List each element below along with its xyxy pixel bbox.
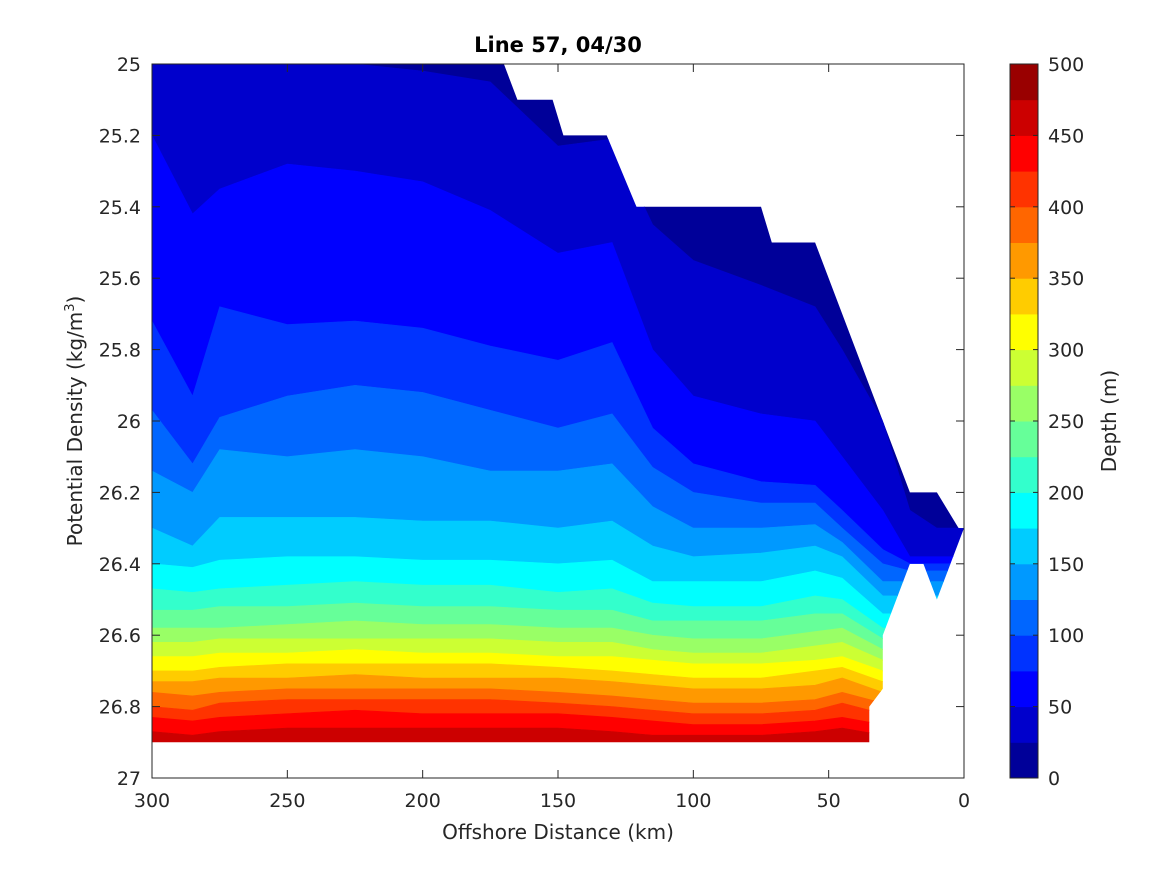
y-axis-ticks: 25 25.2 25.4 25.6 25.8 26 26.2 26.4 26.6 26.8 27: [99, 54, 964, 790]
colorbar-tick-label: 450: [1048, 125, 1084, 147]
x-tick-label: 300: [134, 790, 170, 812]
colorbar-segment: [1010, 528, 1038, 565]
colorbar-segment: [1010, 349, 1038, 386]
colorbar-segment: [1010, 135, 1038, 172]
y-tick-label: 25.2: [99, 125, 141, 147]
colorbar-segment: [1010, 670, 1038, 708]
colorbar-segment: [1010, 99, 1038, 136]
y-tick-label: 25.4: [99, 197, 141, 219]
x-tick-label: 150: [540, 790, 576, 812]
colorbar-tick-label: 0: [1048, 768, 1060, 790]
y-axis-label-superscript: 3: [63, 303, 78, 311]
colorbar-segment: [1010, 706, 1038, 743]
colorbar-tick-label: 50: [1048, 697, 1072, 719]
colorbar-tick-label: 200: [1048, 482, 1084, 504]
y-axis-label: Potential Density (kg/m3): [63, 296, 87, 547]
y-tick-label: 25: [117, 54, 141, 76]
colorbar-segment: [1010, 599, 1038, 636]
y-tick-label: 25.8: [99, 340, 141, 362]
colorbar-tick-label: 150: [1048, 554, 1084, 576]
colorbar-segment: [1010, 456, 1038, 493]
colorbar-tick-label: 100: [1048, 625, 1084, 647]
colorbar-segment: [1010, 492, 1038, 529]
y-tick-label: 26.2: [99, 482, 141, 504]
colorbar-segment: [1010, 171, 1038, 208]
contour-band-450-475: [152, 727, 964, 743]
colorbar-tick-label: 300: [1048, 340, 1084, 362]
y-axis-label-main: Potential Density (kg/m: [63, 312, 87, 547]
colorbar-segment: [1010, 313, 1038, 351]
y-tick-label: 26.4: [99, 554, 141, 576]
colorbar-ticks: 0 50 100 150 200 250 300 350 400 450 500: [1010, 54, 1084, 790]
x-axis-label: Offshore Distance (km): [442, 820, 674, 844]
colorbar-label: Depth (m): [1097, 370, 1121, 472]
colorbar-tick-label: 400: [1048, 197, 1084, 219]
y-tick-label: 25.6: [99, 268, 141, 290]
y-tick-label: 26.8: [99, 697, 141, 719]
x-tick-label: 0: [958, 790, 970, 812]
colorbar-tick-label: 250: [1048, 411, 1084, 433]
x-axis-ticks: 300 250 200 150 100 50 0: [134, 64, 970, 812]
x-tick-label: 200: [405, 790, 441, 812]
y-tick-label: 26.6: [99, 625, 141, 647]
colorbar-tick-label: 350: [1048, 268, 1084, 290]
y-axis-label-close: ): [63, 296, 87, 304]
colorbar-segment: [1010, 421, 1038, 458]
x-tick-label: 100: [675, 790, 711, 812]
x-tick-label: 50: [817, 790, 841, 812]
colorbar-segment: [1010, 64, 1038, 101]
colorbar-segment: [1010, 278, 1038, 315]
colorbar-tick-label: 500: [1048, 54, 1084, 76]
y-tick-label: 26: [117, 411, 141, 433]
x-tick-label: 250: [269, 790, 305, 812]
chart-title: Line 57, 04/30: [474, 33, 642, 57]
colorbar-segment: [1010, 242, 1038, 279]
colorbar: [1010, 64, 1038, 779]
y-tick-label: 27: [117, 768, 141, 790]
colorbar-segment: [1010, 206, 1038, 243]
colorbar-segment: [1010, 563, 1038, 600]
colorbar-segment: [1010, 742, 1038, 779]
colorbar-segment: [1010, 385, 1038, 422]
colorbar-segment: [1010, 635, 1038, 672]
